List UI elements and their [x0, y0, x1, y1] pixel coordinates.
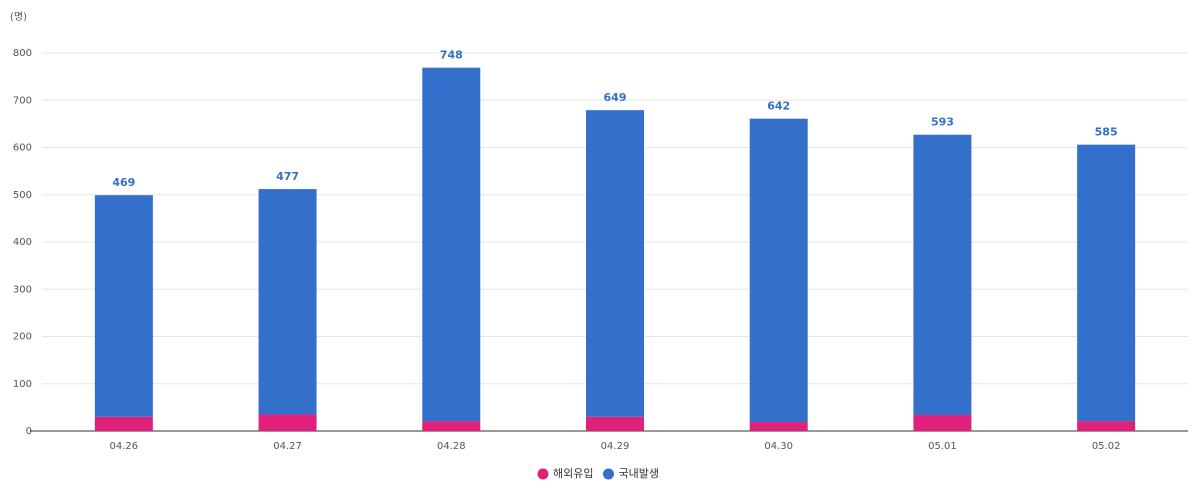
value-label: 477 — [276, 170, 299, 183]
y-tick-label: 300 — [13, 284, 32, 295]
bar-segment — [586, 416, 644, 431]
y-tick-label: 0 — [26, 426, 32, 437]
bar-segment — [258, 414, 317, 431]
bar-segment — [749, 422, 808, 431]
value-label: 585 — [1095, 126, 1118, 139]
value-label: 593 — [931, 116, 954, 129]
bar-segment — [1077, 144, 1136, 422]
unit-label: (명) — [10, 11, 27, 23]
bar-segment — [94, 195, 153, 417]
bar-segment — [258, 189, 317, 415]
y-tick-label: 800 — [13, 48, 32, 59]
bar-segment — [94, 416, 153, 431]
value-label: 649 — [604, 91, 627, 104]
x-tick-label: 04.26 — [110, 441, 139, 452]
bar-segment — [586, 110, 644, 417]
legend-marker — [537, 468, 549, 480]
y-tick-label: 100 — [13, 379, 32, 390]
x-tick-label: 04.28 — [437, 441, 466, 452]
y-tick-label: 700 — [13, 95, 32, 106]
value-label: 642 — [767, 100, 790, 113]
bar-segment — [913, 414, 972, 431]
y-tick-label: 400 — [13, 237, 32, 248]
y-tick-label: 500 — [13, 190, 32, 201]
value-label: 469 — [112, 176, 135, 189]
legend-marker — [602, 468, 614, 480]
bar-segment — [749, 118, 808, 423]
bar-segment — [422, 67, 481, 422]
legend-label: 해외유입 — [553, 466, 593, 480]
bar-segment — [1077, 421, 1136, 431]
x-tick-label: 04.29 — [601, 441, 630, 452]
y-tick-label: 600 — [13, 143, 32, 154]
bar-segment — [913, 134, 972, 415]
legend-label: 국내발생 — [618, 467, 658, 480]
y-tick-label: 200 — [13, 332, 32, 343]
value-label: 748 — [440, 49, 463, 62]
bar-segment — [422, 421, 481, 431]
x-tick-label: 05.01 — [928, 441, 957, 452]
x-tick-label: 04.30 — [764, 441, 793, 452]
x-tick-label: 04.27 — [273, 441, 302, 452]
x-tick-label: 05.02 — [1092, 441, 1121, 452]
